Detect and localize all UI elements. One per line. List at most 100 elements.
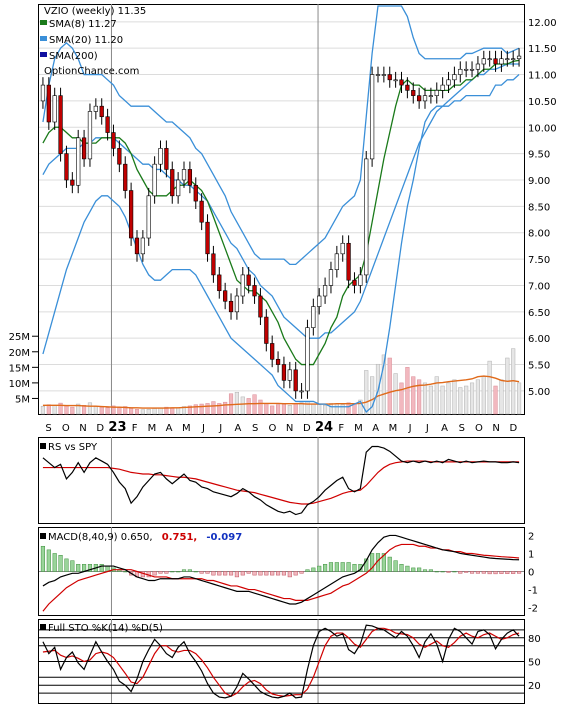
candle-body (405, 84, 410, 91)
volume-bar (446, 382, 451, 415)
volume-bar (334, 403, 339, 415)
volume-bar (164, 406, 169, 415)
candle-body (434, 90, 439, 96)
volume-bar (475, 379, 480, 415)
volume-bar (176, 407, 181, 415)
volume-bar (58, 402, 63, 415)
candle-body (134, 237, 140, 255)
candle-body (223, 290, 228, 302)
volume-bar (134, 409, 140, 415)
candle-body (516, 55, 522, 60)
volume-tick-label: 25M (9, 332, 30, 343)
sma20-line (42, 63, 520, 339)
candle-body (299, 390, 304, 393)
candle-body (46, 84, 51, 123)
sto-legend: Full STO %K(14) %D(5) (48, 623, 163, 634)
macd-histogram-bar (499, 571, 504, 574)
candle-body (152, 163, 157, 197)
x-tick-label: O (475, 423, 483, 434)
volume-bar (152, 408, 157, 415)
volume-bar (458, 387, 463, 415)
macd-histogram-bar (58, 555, 63, 572)
candle-body (322, 285, 328, 297)
macd-histogram-bar (228, 571, 234, 576)
macd-histogram-bar (234, 571, 239, 578)
candle-body (346, 242, 351, 281)
macd-histogram-bar (217, 571, 222, 576)
volume-bar (340, 404, 345, 415)
macd-histogram-bar (258, 571, 263, 576)
candle-body (399, 79, 404, 86)
volume-bar (70, 406, 75, 415)
x-tick-label: N (492, 423, 499, 434)
rs-panel (38, 437, 525, 524)
candle-body (158, 148, 163, 165)
x-tick-label: F (338, 423, 344, 434)
macd-legend-hist: -0.097 (206, 532, 242, 543)
macd-histogram-bar (440, 571, 445, 573)
macd-tick-label: 0 (528, 568, 534, 579)
candle-body (111, 132, 116, 149)
macd-histogram-bar (270, 571, 275, 576)
macd-histogram-bar (264, 571, 269, 576)
macd-histogram-bar (516, 571, 522, 574)
candle-body (99, 105, 104, 118)
macd-histogram-bar (381, 553, 386, 572)
macd-legend: MACD(8,40,9) 0.650, 0.751, -0.097 (48, 532, 242, 543)
candle-body (428, 95, 434, 97)
macd-histogram-bar (370, 553, 375, 572)
volume-bar (358, 399, 363, 415)
x-tick-label: M (182, 423, 191, 434)
price-tick-label: 12.00 (528, 18, 557, 29)
macd-histogram-bar (422, 569, 428, 572)
price-tick-label: 8.00 (528, 229, 550, 240)
price-panel (38, 4, 525, 415)
volume-bar (364, 370, 369, 415)
candle-body (105, 116, 110, 133)
macd-histogram-bar (76, 564, 81, 572)
volume-bar (452, 379, 457, 415)
price-legend: VZIO (weekly) 11.35 SMA(8) 11.27 SMA(20)… (40, 6, 146, 77)
candle-body (181, 169, 187, 181)
volume-bar (52, 405, 57, 415)
candle-body (211, 253, 216, 276)
macd-histogram-bar (405, 565, 410, 572)
volume-tick-label: 20M (9, 348, 30, 359)
price-tick-label: 11.00 (528, 71, 557, 82)
x-tick-label: A (166, 423, 173, 434)
candle-body (228, 300, 234, 313)
candle-body (187, 169, 193, 186)
macd-histogram-bar (393, 560, 398, 572)
x-tick-label: 23 (108, 420, 126, 435)
x-tick-label: N (286, 423, 293, 434)
volume-bar (228, 393, 234, 415)
volume-bar (87, 402, 93, 415)
sto-tick-label: 50 (528, 658, 541, 669)
sma20-swatch (40, 36, 47, 41)
volume-bar (181, 406, 187, 415)
volume-bar (346, 402, 351, 415)
macd-histogram-bar (299, 571, 304, 574)
candle-body (493, 58, 498, 65)
candle-body (469, 68, 475, 71)
macd-tick-label: 2 (528, 531, 534, 542)
candle-body (40, 84, 46, 102)
volume-bar (387, 357, 392, 415)
x-tick-label: J (408, 423, 412, 434)
candle-body (258, 295, 263, 318)
candle-body (393, 79, 398, 82)
volume-bar (487, 360, 492, 415)
volume-bar (40, 405, 46, 415)
candle-body (293, 369, 298, 392)
macd-legend-signal: 0.751, (162, 532, 197, 543)
macd-tick-label: -2 (528, 604, 538, 615)
volume-bar (499, 379, 504, 415)
candle-body (70, 179, 75, 186)
price-tick-label: 9.00 (528, 176, 550, 187)
macd-histogram-bar (340, 562, 345, 572)
macd-histogram-bar (199, 571, 204, 574)
volume-bar (217, 403, 222, 415)
candle-body (87, 111, 93, 160)
volume-bar (481, 376, 486, 415)
volume-bar (246, 398, 251, 415)
